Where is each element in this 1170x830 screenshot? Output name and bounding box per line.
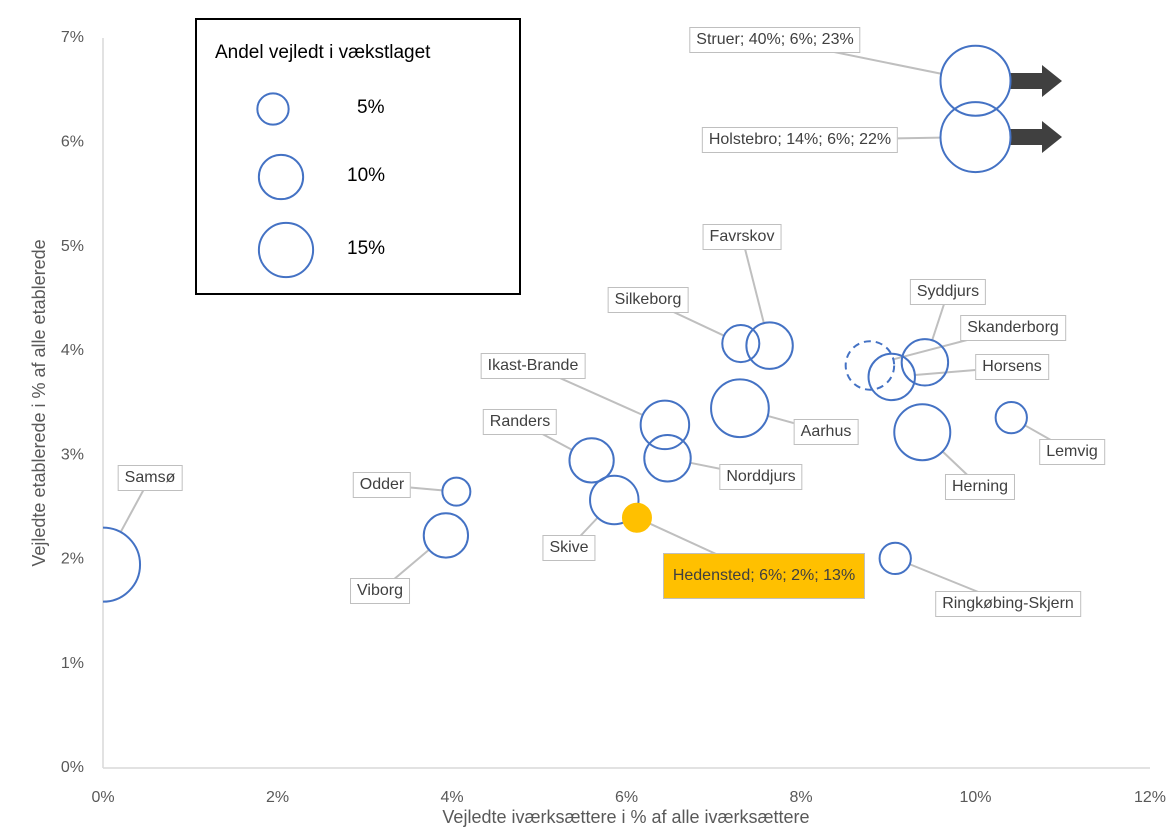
bubble (939, 44, 1012, 117)
bubble (721, 324, 761, 364)
arrow (1010, 65, 1062, 97)
bubble (422, 512, 470, 559)
x-tick-label: 8% (789, 789, 812, 806)
x-tick-label: 0% (91, 789, 114, 806)
legend-bubble (257, 221, 315, 279)
bubble (568, 437, 615, 484)
legend-label: 10% (347, 165, 386, 186)
bubble (893, 403, 952, 462)
legend-bubble (256, 92, 290, 126)
bubble (639, 399, 691, 451)
arrow (1010, 121, 1062, 153)
x-tick-label: 6% (615, 789, 638, 806)
bubble (710, 378, 770, 439)
bubble (878, 541, 912, 576)
legend-label: 5% (357, 97, 385, 118)
bubble (900, 338, 950, 387)
x-tick-label: 12% (1134, 789, 1166, 806)
data-label: Skive (542, 535, 596, 561)
data-label: Horsens (975, 354, 1049, 380)
y-tick-label: 6% (61, 134, 84, 151)
y-tick-label: 1% (61, 655, 84, 672)
bubble (643, 434, 692, 483)
data-label: Randers (482, 409, 558, 435)
y-tick-label: 7% (61, 29, 84, 46)
data-label: Silkeborg (607, 287, 689, 313)
data-label: Hedensted; 6%; 2%; 13% (663, 553, 865, 599)
x-tick-label: 10% (959, 789, 991, 806)
y-tick-label: 5% (61, 238, 84, 255)
size-legend: Andel vejledt i vækstlaget 5% 10% 15% (195, 18, 521, 295)
legend-label: 15% (347, 238, 386, 259)
data-label: Lemvig (1039, 439, 1105, 465)
bubble (994, 400, 1028, 435)
bubble (939, 101, 1012, 174)
bubble (441, 476, 472, 507)
data-label: Ringkøbing-Skjern (935, 591, 1081, 617)
bubble (589, 474, 640, 526)
legend-bubble (257, 153, 305, 201)
legend-symbols (256, 92, 315, 279)
x-tick-label: 2% (266, 789, 289, 806)
bubble (103, 526, 142, 603)
data-label: Favrskov (702, 224, 782, 250)
data-label: Aarhus (793, 419, 859, 445)
x-tick-label: 4% (440, 789, 463, 806)
data-label: Syddjurs (909, 279, 987, 305)
data-label: Odder (352, 472, 412, 498)
leader-line (741, 236, 765, 324)
x-axis-title: Vejledte iværksættere i % af alle iværks… (442, 807, 809, 827)
data-label: Viborg (350, 578, 410, 604)
data-label: Holstebro; 14%; 6%; 22% (701, 127, 899, 153)
bubble (621, 502, 652, 533)
y-tick-label: 4% (61, 342, 84, 359)
data-label: Ikast-Brande (480, 353, 586, 379)
bubble (745, 321, 794, 370)
y-axis-title: Vejledte etablerede i % af alle etablere… (29, 239, 49, 566)
data-label: Struer; 40%; 6%; 23% (689, 27, 861, 53)
bubble (867, 352, 916, 402)
bubble (844, 340, 896, 391)
data-label: Skanderborg (960, 315, 1066, 341)
y-tick-label: 3% (61, 446, 84, 463)
bubbles (103, 44, 1028, 603)
data-label: Samsø (117, 465, 183, 491)
data-label: Norddjurs (719, 464, 803, 490)
data-label: Herning (944, 474, 1016, 500)
y-tick-label: 0% (61, 759, 84, 776)
legend-title: Andel vejledt i vækstlaget (215, 42, 431, 63)
y-tick-label: 2% (61, 551, 84, 568)
